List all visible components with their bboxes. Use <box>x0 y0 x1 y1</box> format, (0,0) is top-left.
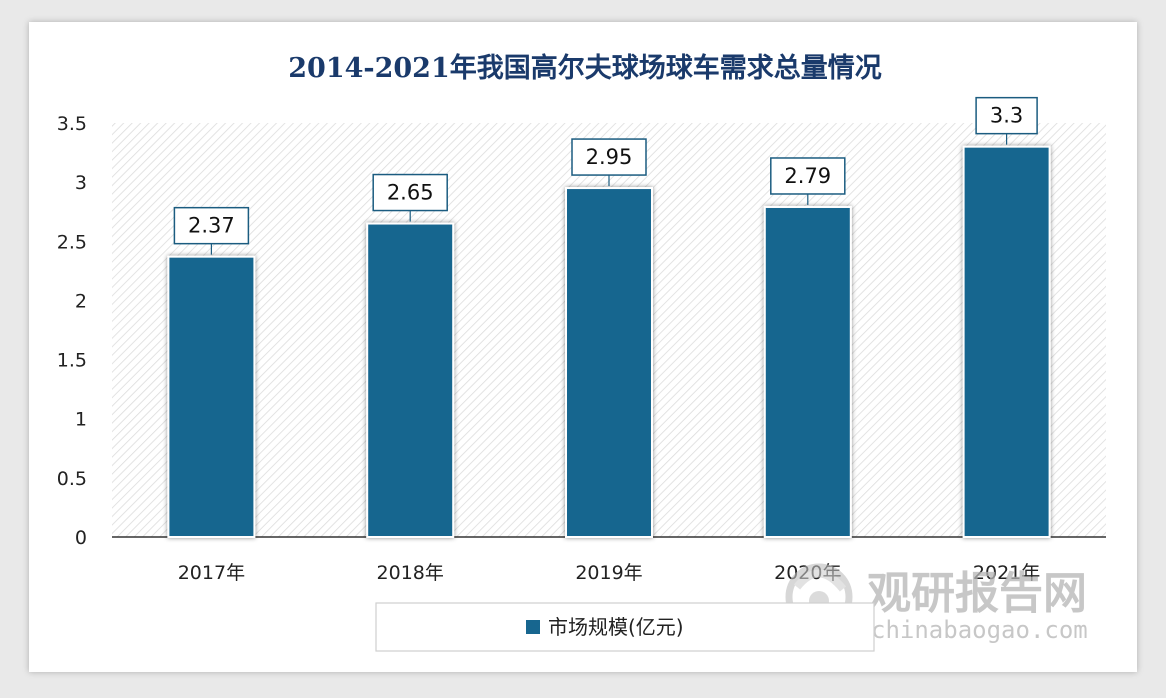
x-tick-label: 2017年 <box>178 562 245 584</box>
data-label-text: 2.95 <box>586 145 633 169</box>
data-label-box <box>173 206 250 245</box>
data-label-text: 2.79 <box>784 164 831 188</box>
bar <box>565 187 653 539</box>
y-tick-label: 3.5 <box>57 113 87 135</box>
data-label-box <box>770 157 846 195</box>
watermark-cn: 观研报告网 <box>867 568 1087 619</box>
y-tick-label: 1 <box>75 409 87 431</box>
data-label-text: 2.65 <box>387 181 434 205</box>
data-label-box <box>975 96 1038 135</box>
y-tick-label: 2.5 <box>57 231 87 253</box>
data-label: 2.37 <box>173 206 250 255</box>
data-label-text: 3.3 <box>990 104 1023 128</box>
bar-chart: 2014-2021年我国高尔夫球场球车需求总量情况 0 0.5 1 1.5 2 2.5 3 3… <box>57 52 1106 652</box>
watermark-en: chinabaogao.com <box>871 616 1088 644</box>
bar <box>167 255 256 538</box>
bar <box>366 222 455 539</box>
data-label-box <box>372 173 448 212</box>
y-tick-label: 1.5 <box>57 350 87 372</box>
data-labels: 2.37 2.65 2.95 2.79 3.3 <box>173 96 1038 255</box>
y-axis: 0 0.5 1 1.5 2 2.5 3 3.5 <box>57 113 87 549</box>
chart-frame: 2014-2021年我国高尔夫球场球车需求总量情况 0 0.5 1 1.5 2 2.5 3 3… <box>29 22 1137 672</box>
x-tick-label: 2018年 <box>377 562 444 584</box>
y-tick-label: 0 <box>75 527 87 549</box>
legend-label: 市场规模(亿元) <box>548 615 684 639</box>
bar <box>962 145 1051 539</box>
y-tick-label: 2 <box>75 290 87 312</box>
bar <box>763 205 852 539</box>
x-tick-label: 2021年 <box>973 562 1040 584</box>
legend: 市场规模(亿元) <box>375 602 875 652</box>
legend-box <box>375 602 875 652</box>
bars <box>167 145 1051 539</box>
data-label: 2.79 <box>770 157 846 205</box>
legend-swatch <box>526 620 540 634</box>
x-tick-label: 2019年 <box>575 562 642 584</box>
y-tick-label: 3 <box>75 172 87 194</box>
chart-title: 2014-2021年我国高尔夫球场球车需求总量情况 <box>288 52 882 84</box>
data-label: 3.3 <box>975 96 1038 145</box>
data-label: 2.95 <box>571 138 647 187</box>
y-tick-label: 0.5 <box>57 468 87 490</box>
data-label: 2.65 <box>372 173 448 222</box>
data-label-text: 2.37 <box>188 214 235 238</box>
